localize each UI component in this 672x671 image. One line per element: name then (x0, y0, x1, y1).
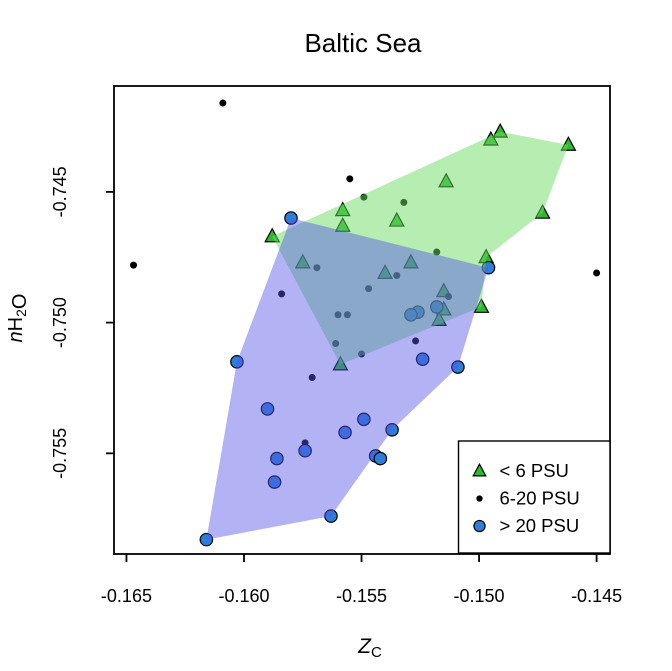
legend-marker-dot (476, 495, 483, 502)
y-tick-label: -0.750 (50, 297, 70, 348)
legend-item-label: < 6 PSU (500, 460, 569, 481)
legend-item-label: 6-20 PSU (500, 488, 580, 509)
y-tick-label: -0.745 (50, 166, 70, 217)
legend-marker-circle (473, 519, 486, 533)
triangle-hull-polygon (272, 131, 569, 365)
axes-layer: -0.165 -0.160 -0.155 -0.150 -0.145 -0.745 -0.7… (50, 85, 622, 606)
data-point-circle (385, 423, 399, 437)
x-axis-label: ZC (357, 635, 382, 661)
data-point-dot (412, 337, 420, 345)
data-point-circle (357, 412, 371, 427)
legend-item: < 6 PSU (472, 460, 569, 481)
data-point-circle (324, 509, 338, 523)
circle-hull-polygon (206, 218, 489, 540)
legend: < 6 PSU 6-20 PSU > 20 PSU (457, 440, 611, 554)
x-tick-label: -0.150 (454, 586, 505, 606)
data-point-circle (260, 402, 275, 416)
data-point-circle (338, 425, 352, 440)
data-point-circle (373, 451, 388, 466)
data-point-circle (230, 355, 244, 369)
data-point-circle (451, 360, 465, 374)
data-point-dot (346, 175, 354, 183)
data-point-dot (593, 269, 601, 277)
data-point-dot (219, 99, 227, 107)
data-point-dot (278, 290, 286, 298)
data-point-circle (199, 532, 214, 547)
legend-item: > 20 PSU (473, 515, 580, 536)
legend-item-label: > 20 PSU (500, 515, 580, 536)
x-tick-label: -0.160 (218, 586, 269, 606)
y-tick-label: -0.755 (50, 428, 70, 479)
x-tick-label: -0.165 (101, 586, 152, 606)
x-tick-label: -0.155 (336, 586, 387, 606)
data-point-circle (267, 475, 282, 489)
data-point-dot (130, 261, 138, 269)
data-point-circle (298, 443, 312, 458)
legend-marker-triangle (472, 462, 487, 477)
data-point-circle (270, 451, 284, 466)
chart-title: Baltic Sea (304, 28, 422, 58)
data-point-dot (308, 374, 316, 382)
legend-box (457, 440, 611, 554)
data-point-circle (284, 211, 298, 225)
legend-item: 6-20 PSU (476, 488, 580, 509)
data-point-circle (415, 352, 430, 367)
hulls-layer (206, 131, 569, 540)
labels-layer: ZC nH2O (5, 294, 382, 661)
y-axis-label: nH2O (5, 294, 31, 343)
x-tick-label: -0.145 (571, 586, 622, 606)
